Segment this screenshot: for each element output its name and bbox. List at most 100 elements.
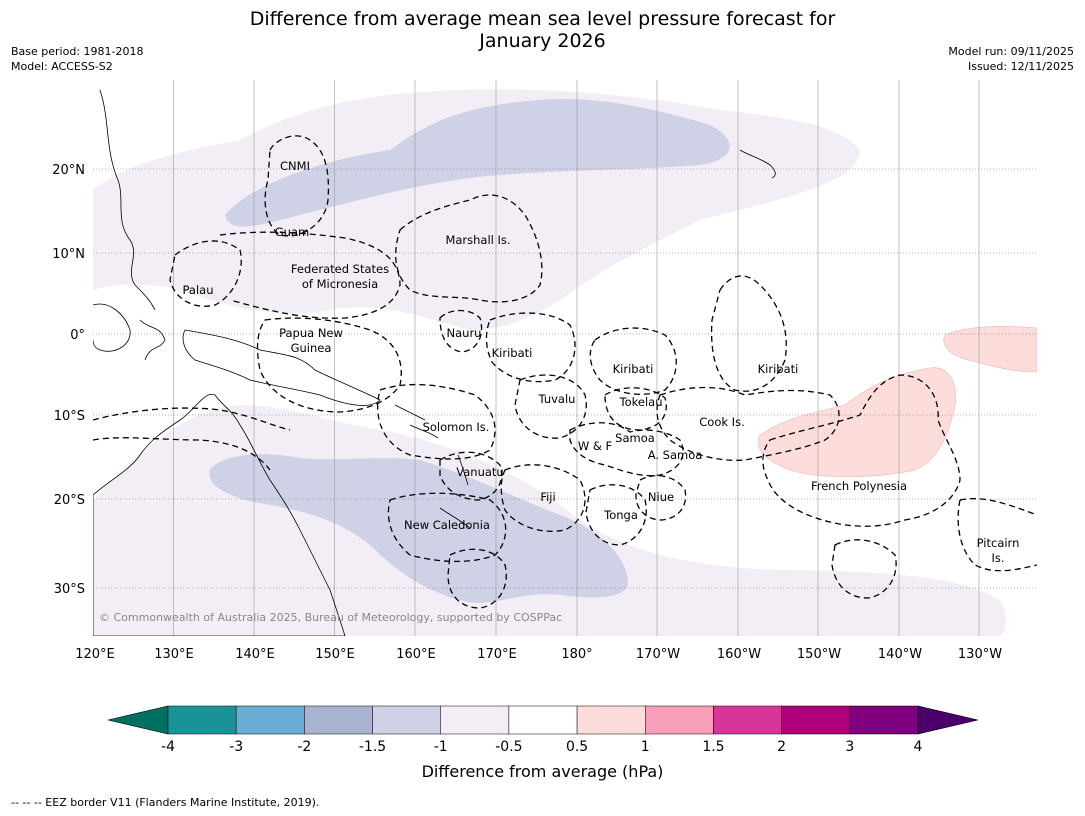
model-run: Model run: 09/11/2025 <box>948 45 1074 58</box>
lat-gridlines <box>93 168 1037 589</box>
label-french-polynesia: French Polynesia <box>811 479 907 493</box>
colorbar-swatch <box>645 705 714 735</box>
colorbar-tick-label: -1 <box>434 739 448 755</box>
label-cook: Cook Is. <box>699 415 744 429</box>
colorbar-tick-label: -2 <box>297 739 311 755</box>
eez-wallis-samoa <box>569 422 684 477</box>
coastlines <box>93 89 776 636</box>
colorbar-under-arrow <box>107 705 169 735</box>
hawaii-coast <box>739 149 776 179</box>
label-samoa: Samoa <box>615 431 655 445</box>
colorbar-tick-label: -0.5 <box>495 739 522 755</box>
colorbar-tick-label: 2 <box>777 739 786 755</box>
australia-coast <box>93 393 346 636</box>
gridlines <box>173 80 980 636</box>
eez-kiribati-central <box>589 327 677 395</box>
colorbar-swatch <box>576 705 646 735</box>
eez-cnmi <box>264 135 330 237</box>
lon-tick: 130°W <box>958 647 1002 662</box>
colorbar-swatch <box>235 705 305 735</box>
colorbar-swatch <box>508 705 578 735</box>
eez-solomon <box>376 383 496 460</box>
map-area: CNMI Guam Marshall Is. Federated States … <box>93 80 1037 636</box>
eez-tonga <box>585 484 647 546</box>
colorbar-tick-label: -4 <box>161 739 175 755</box>
label-cnmi: CNMI <box>280 159 310 173</box>
eez-marshall <box>395 194 543 303</box>
eez-vanuatu <box>439 451 503 501</box>
colorbar-swatch <box>372 705 441 735</box>
eez-niue <box>635 475 687 521</box>
label-nauru: Nauru <box>447 326 482 340</box>
label-png-1: Papua New <box>279 326 343 340</box>
region-labels: CNMI Guam Marshall Is. Federated States … <box>183 159 1020 565</box>
label-guam: Guam <box>275 225 309 239</box>
label-palau: Palau <box>183 283 214 297</box>
label-kiribati-2: Kiribati <box>613 362 654 376</box>
label-fsm-1: Federated States <box>291 262 389 276</box>
colorbar-swatch <box>304 705 373 735</box>
eez-norfolk <box>447 548 507 609</box>
lat-tick: 10°S <box>54 409 85 424</box>
label-tokelau: Tokelau <box>619 395 663 409</box>
base-period: Base period: 1981-2018 <box>11 45 144 58</box>
title-line-1: Difference from average mean sea level p… <box>249 8 836 30</box>
label-asamoa: A. Samoa <box>648 448 703 462</box>
eez-legend-note: -- -- -- EEZ border V11 (Flanders Marine… <box>11 796 320 809</box>
colorbar-over-arrow <box>917 705 979 735</box>
meta-right: Model run: 09/11/2025 Issued: 12/11/2025 <box>948 44 1074 74</box>
vanuatu-coast <box>457 454 469 486</box>
eez-kiribati-west <box>485 312 576 383</box>
colorbar-tick-label: 0.5 <box>566 739 588 755</box>
eez-tokelau <box>604 387 667 431</box>
lat-tick: 20°N <box>52 163 85 178</box>
eez-png <box>256 317 402 413</box>
label-fiji: Fiji <box>540 490 555 504</box>
chart-title: Difference from average mean sea level p… <box>0 8 1085 52</box>
eez-pitcairn <box>957 498 1037 572</box>
eez-tuvalu <box>514 374 587 439</box>
label-marshall: Marshall Is. <box>445 233 510 247</box>
lon-tick: 180° <box>561 647 592 662</box>
sulawesi-coast <box>139 319 166 361</box>
lon-tick: 160°W <box>717 647 761 662</box>
copyright-note: © Commonwealth of Australia 2025, Bureau… <box>99 611 562 624</box>
lon-tick: 150°W <box>797 647 841 662</box>
lon-tick: 120°E <box>75 647 115 662</box>
anomaly-region-south-medium <box>209 454 629 603</box>
eez-palau <box>169 240 242 307</box>
lon-tick: 150°E <box>315 647 355 662</box>
lon-tick: 170°W <box>636 647 680 662</box>
eez-west-ocean <box>93 407 291 431</box>
eez-cook <box>656 386 840 461</box>
lon-tick: 140°W <box>878 647 922 662</box>
eez-kermadec <box>831 539 897 599</box>
title-line-2: January 2026 <box>479 30 606 52</box>
lon-tick: 170°E <box>477 647 517 662</box>
anomaly-region-east-positive-2 <box>943 326 1037 373</box>
lat-tick: 0° <box>70 328 85 343</box>
lat-tick: 10°N <box>52 247 85 262</box>
lon-tick-labels: 120°E 130°E 140°E 150°E 160°E 170°E 180°… <box>75 647 1002 662</box>
colorbar-tick-label: 4 <box>914 739 923 755</box>
lat-tick: 30°S <box>54 582 85 597</box>
eez-nauru <box>439 309 483 353</box>
label-tonga: Tonga <box>603 508 638 522</box>
label-new-caledonia: New Caledonia <box>404 518 490 532</box>
label-pitcairn-2: Is. <box>991 551 1004 565</box>
anomaly-region-north-medium <box>225 99 730 227</box>
solomon-coast <box>394 404 439 439</box>
eez-french-polynesia <box>762 374 961 527</box>
label-png-2: Guinea <box>291 341 332 355</box>
anomaly-region-east-positive <box>757 367 956 478</box>
colorbar-tick-label: 1 <box>641 739 650 755</box>
colorbar-label: Difference from average (hPa) <box>421 762 664 781</box>
lon-tick: 130°E <box>154 647 194 662</box>
lon-tick: 160°E <box>396 647 436 662</box>
colorbar-tick-label: -1.5 <box>359 739 386 755</box>
eez-fsm <box>219 231 401 319</box>
new-caledonia-coast <box>439 507 471 529</box>
colorbar-tick-label: -3 <box>229 739 243 755</box>
label-kiribati-1: Kiribati <box>492 346 533 360</box>
